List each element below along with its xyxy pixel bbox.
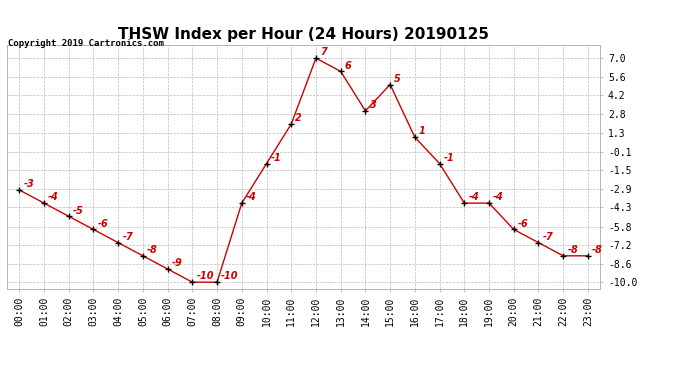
Text: -1: -1 xyxy=(444,153,455,163)
Text: -7: -7 xyxy=(122,232,133,242)
Text: -8: -8 xyxy=(592,245,603,255)
Text: 5: 5 xyxy=(394,74,401,84)
Text: -10: -10 xyxy=(221,272,239,281)
Text: Copyright 2019 Cartronics.com: Copyright 2019 Cartronics.com xyxy=(8,39,164,48)
Text: -4: -4 xyxy=(246,192,257,202)
Text: -6: -6 xyxy=(97,219,108,229)
Text: -4: -4 xyxy=(469,192,480,202)
Text: -7: -7 xyxy=(542,232,553,242)
Text: -4: -4 xyxy=(48,192,59,202)
Text: THSW  (°F): THSW (°F) xyxy=(598,33,661,44)
Text: -8: -8 xyxy=(567,245,578,255)
Text: 2: 2 xyxy=(295,113,302,123)
Text: -4: -4 xyxy=(493,192,504,202)
Text: 3: 3 xyxy=(370,100,376,110)
Text: -1: -1 xyxy=(270,153,282,163)
Text: -10: -10 xyxy=(197,272,214,281)
Text: -8: -8 xyxy=(147,245,158,255)
Title: THSW Index per Hour (24 Hours) 20190125: THSW Index per Hour (24 Hours) 20190125 xyxy=(118,27,489,42)
Text: 7: 7 xyxy=(320,47,327,57)
Text: -3: -3 xyxy=(23,179,34,189)
Text: 1: 1 xyxy=(419,126,426,136)
Text: -5: -5 xyxy=(73,206,83,216)
Text: -6: -6 xyxy=(518,219,529,229)
Text: -9: -9 xyxy=(172,258,183,268)
Text: 6: 6 xyxy=(345,61,352,70)
